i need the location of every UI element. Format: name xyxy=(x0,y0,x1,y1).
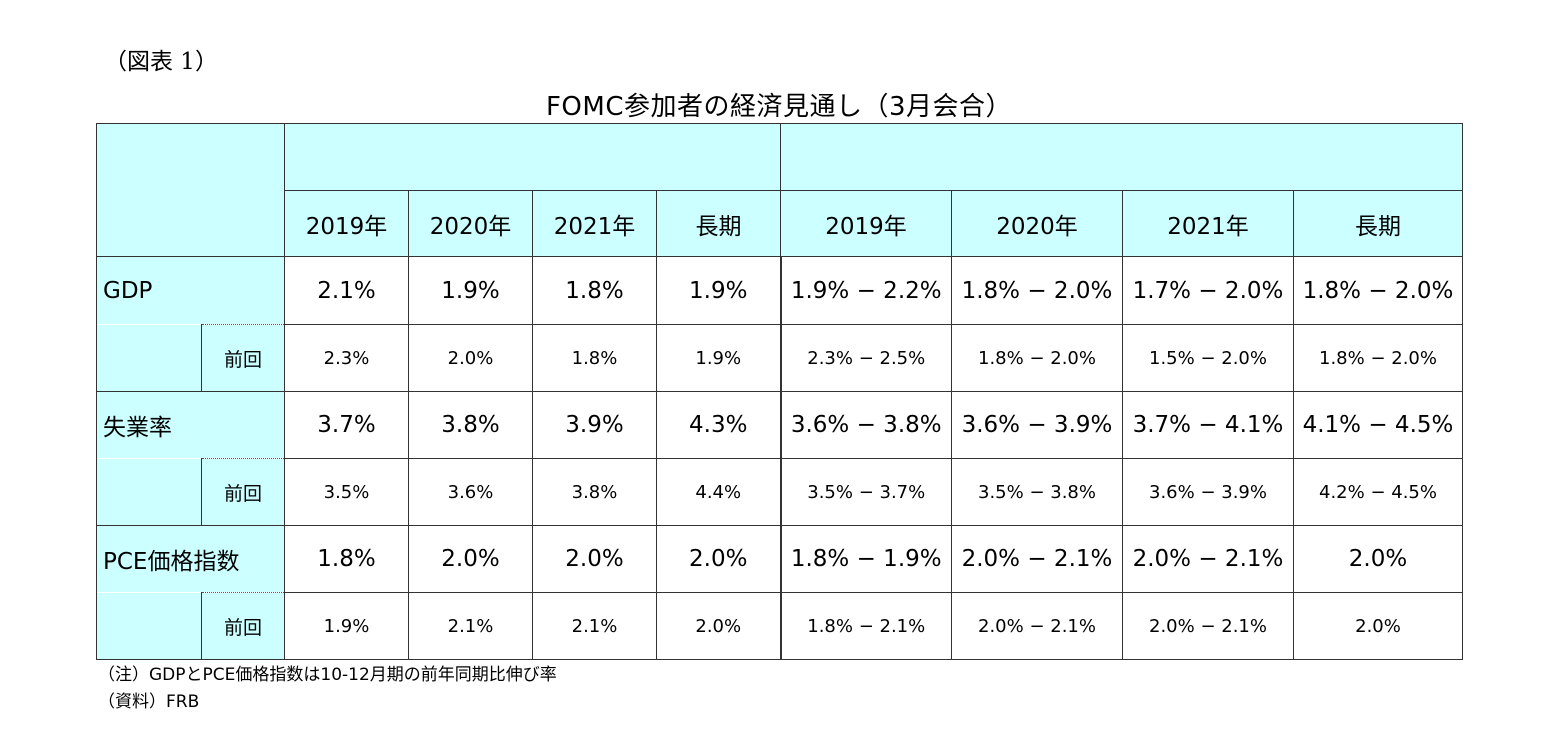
value-cell: 3.8% xyxy=(408,391,533,459)
previous-row: 前回 1.9% 2.1% 2.1% 2.0% 1.8% − 2.1% 2.0% − 2.1%… xyxy=(96,592,1463,660)
previous-value-cell: 1.8% − 2.1% xyxy=(779,592,952,660)
value-cell: 1.7% − 2.0% xyxy=(1122,256,1294,325)
previous-value-cell: 1.5% − 2.0% xyxy=(1122,324,1294,392)
previous-value-cell: 2.0% xyxy=(408,324,533,392)
indicator-label: 失業率 xyxy=(96,391,285,459)
column-header-median-2: 2021年 xyxy=(532,190,657,257)
indent-spacer xyxy=(96,592,202,660)
value-cell: 3.6% − 3.9% xyxy=(951,391,1123,459)
column-header-range-0: 2019年 xyxy=(780,190,952,257)
previous-value-cell: 3.5% xyxy=(284,458,409,526)
value-cell: 1.8% − 1.9% xyxy=(779,525,952,593)
median-group-header xyxy=(284,123,781,191)
indicator-row: PCE価格指数 1.8% 2.0% 2.0% 2.0% 1.8% − 1.9% 2.0% −… xyxy=(96,525,1463,593)
indent-spacer xyxy=(96,324,202,392)
value-cell: 1.9% xyxy=(656,256,781,325)
previous-value-cell: 2.0% − 2.1% xyxy=(951,592,1123,660)
indicator-label: PCE価格指数 xyxy=(96,525,285,593)
table-title: FOMC参加者の経済見通し（3月会合） xyxy=(545,92,1013,122)
header-row-top xyxy=(96,123,1463,257)
previous-value-cell: 2.1% xyxy=(408,592,533,660)
value-cell: 3.7% − 4.1% xyxy=(1122,391,1294,459)
previous-value-cell: 2.0% − 2.1% xyxy=(1122,592,1294,660)
previous-value-cell: 2.3% − 2.5% xyxy=(779,324,952,392)
column-header-range-1: 2020年 xyxy=(951,190,1123,257)
column-header-median-0: 2019年 xyxy=(284,190,409,257)
figure-label: （図表 1） xyxy=(104,49,218,75)
value-cell: 1.8% xyxy=(284,525,409,593)
previous-label: 前回 xyxy=(201,592,285,660)
previous-value-cell: 1.9% xyxy=(656,324,781,392)
indent-spacer xyxy=(96,458,202,526)
previous-row: 前回 2.3% 2.0% 1.8% 1.9% 2.3% − 2.5% 1.8% − 2.0%… xyxy=(96,324,1463,392)
value-cell: 2.0% xyxy=(656,525,781,593)
value-cell: 1.9% − 2.2% xyxy=(779,256,952,325)
value-cell: 3.9% xyxy=(532,391,657,459)
value-cell: 3.6% − 3.8% xyxy=(779,391,952,459)
source-text: （資料）FRB xyxy=(98,692,200,712)
column-header-median-1: 2020年 xyxy=(408,190,533,257)
value-cell: 4.1% − 4.5% xyxy=(1293,391,1463,459)
column-header-range-3: 長期 xyxy=(1293,190,1463,257)
previous-value-cell: 4.4% xyxy=(656,458,781,526)
previous-value-cell: 3.6% − 3.9% xyxy=(1122,458,1294,526)
previous-value-cell: 1.8% xyxy=(532,324,657,392)
column-header-median-3: 長期 xyxy=(656,190,781,257)
table-notes: （注）GDPとPCE価格指数は10-12月期の前年同期比伸び率 （資料）FRB xyxy=(98,662,557,716)
value-cell: 3.7% xyxy=(284,391,409,459)
column-header-range-2: 2021年 xyxy=(1122,190,1294,257)
indicator-row: 失業率 3.7% 3.8% 3.9% 4.3% 3.6% − 3.8% 3.6% − 3.9… xyxy=(96,391,1463,459)
corner-header-cell xyxy=(96,123,285,257)
indicator-label: GDP xyxy=(96,256,285,325)
value-cell: 1.9% xyxy=(408,256,533,325)
indicator-row: GDP 2.1% 1.9% 1.8% 1.9% 1.9% − 2.2% 1.8% − 2.0… xyxy=(96,256,1463,325)
previous-value-cell: 3.5% − 3.8% xyxy=(951,458,1123,526)
previous-value-cell: 3.8% xyxy=(532,458,657,526)
note-text: （注）GDPとPCE価格指数は10-12月期の前年同期比伸び率 xyxy=(98,665,557,685)
previous-value-cell: 2.3% xyxy=(284,324,409,392)
projections-table: 2019年 2020年 2021年 長期 2019年 2020年 2021年 長期 GDP 2.… xyxy=(96,123,1463,660)
previous-value-cell: 3.5% − 3.7% xyxy=(779,458,952,526)
previous-value-cell: 1.8% − 2.0% xyxy=(1293,324,1463,392)
previous-row: 前回 3.5% 3.6% 3.8% 4.4% 3.5% − 3.7% 3.5% − 3.8%… xyxy=(96,458,1463,526)
previous-value-cell: 2.0% xyxy=(1293,592,1463,660)
value-cell: 2.0% − 2.1% xyxy=(951,525,1123,593)
value-cell: 2.0% xyxy=(532,525,657,593)
previous-value-cell: 1.8% − 2.0% xyxy=(951,324,1123,392)
previous-value-cell: 4.2% − 4.5% xyxy=(1293,458,1463,526)
range-group-header xyxy=(780,123,1463,191)
value-cell: 1.8% − 2.0% xyxy=(1293,256,1463,325)
previous-value-cell: 2.0% xyxy=(656,592,781,660)
value-cell: 2.0% xyxy=(1293,525,1463,593)
value-cell: 4.3% xyxy=(656,391,781,459)
previous-label: 前回 xyxy=(201,458,285,526)
previous-value-cell: 2.1% xyxy=(532,592,657,660)
previous-label: 前回 xyxy=(201,324,285,392)
value-cell: 1.8% xyxy=(532,256,657,325)
value-cell: 2.0% − 2.1% xyxy=(1122,525,1294,593)
year-header-row: 2019年 2020年 2021年 長期 2019年 2020年 2021年 長期 xyxy=(97,190,1463,257)
value-cell: 1.8% − 2.0% xyxy=(951,256,1123,325)
value-cell: 2.1% xyxy=(284,256,409,325)
previous-value-cell: 3.6% xyxy=(408,458,533,526)
value-cell: 2.0% xyxy=(408,525,533,593)
previous-value-cell: 1.9% xyxy=(284,592,409,660)
